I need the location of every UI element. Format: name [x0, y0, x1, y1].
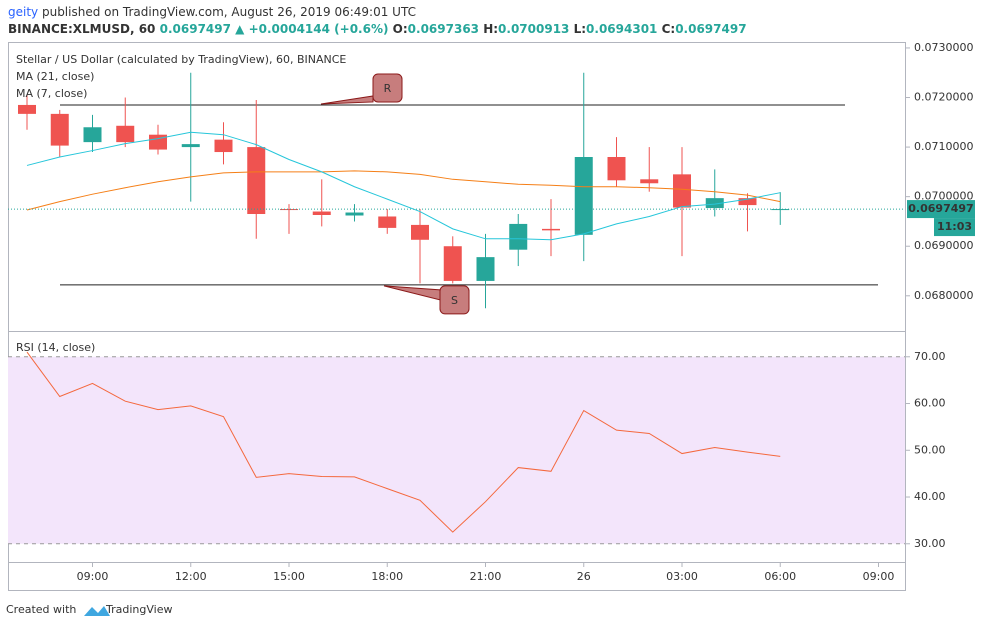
x-tick-label: 09:00: [77, 570, 109, 583]
h-label: H:: [483, 22, 498, 36]
y-tick-label: 0.0700000: [914, 190, 974, 203]
last: 0.0697497: [160, 22, 231, 36]
candle-body: [345, 212, 364, 216]
author: geity: [8, 5, 38, 19]
y-tick-label: 0.0690000: [914, 239, 974, 252]
c-value: 0.0697497: [675, 22, 746, 36]
y-tick-label: 60.00: [914, 397, 946, 410]
y-tick-label: 70.00: [914, 350, 946, 363]
legend-ma7: MA (7, close): [16, 87, 87, 100]
y-tick-label: 0.0710000: [914, 140, 974, 153]
brand: TradingView: [105, 603, 172, 616]
candle-body: [443, 246, 462, 281]
y-tick-label: 0.0680000: [914, 289, 974, 302]
callout-label: R: [384, 82, 392, 95]
y-tick-label: 30.00: [914, 537, 946, 550]
candle-body: [312, 211, 331, 215]
x-tick-label: 03:00: [666, 570, 698, 583]
callout-box: [439, 285, 470, 315]
candle-body: [542, 228, 560, 231]
candle-body: [705, 198, 724, 209]
y-tick-label: 0.0730000: [914, 41, 974, 54]
x-tick-label: 21:00: [470, 570, 502, 583]
candle-body: [574, 157, 593, 235]
candle-body: [214, 139, 233, 153]
x-tick-label: 06:00: [764, 570, 796, 583]
candle-body: [149, 134, 167, 150]
x-tick-label: 26: [577, 570, 591, 583]
candle-body: [738, 198, 757, 206]
x-tick-label: 09:00: [863, 570, 895, 583]
ma-line: [26, 131, 781, 241]
main-title: Stellar / US Dollar (calculated by Tradi…: [16, 53, 346, 66]
candle-body: [18, 104, 36, 114]
candle-body: [411, 224, 429, 240]
publish-line: geity published on TradingView.com, Augu…: [8, 5, 416, 19]
x-tick-label: 12:00: [175, 570, 207, 583]
candle-body: [673, 174, 691, 208]
last-price-box: [907, 200, 975, 219]
published: published on TradingView.com, August 26,…: [42, 5, 416, 19]
last-price-label: 0.0697497: [908, 202, 973, 215]
candle-body: [640, 179, 659, 184]
ma-line: [26, 170, 781, 211]
c-label: C:: [662, 22, 676, 36]
h-value: 0.0700913: [498, 22, 569, 36]
y-tick-label: 0.0720000: [914, 91, 974, 104]
callout-box: [372, 73, 403, 103]
created-with: Created with: [6, 603, 76, 616]
countdown-label: 11:03: [937, 220, 972, 233]
change: ▲ +0.0004144 (+0.6%): [235, 22, 388, 36]
candle-body: [50, 113, 69, 146]
callout: [383, 285, 441, 301]
candle-body: [280, 209, 298, 211]
o-value: 0.0697363: [408, 22, 479, 36]
countdown-box: [934, 218, 975, 237]
x-tick-label: 18:00: [371, 570, 403, 583]
rsi-title: RSI (14, close): [16, 341, 95, 354]
candle-body: [378, 216, 397, 228]
rsi-line: [26, 351, 781, 533]
callout-label: S: [451, 294, 458, 307]
rsi-band: [8, 356, 905, 544]
candle-body: [116, 125, 135, 143]
candle-body: [83, 127, 102, 143]
l-value: 0.0694301: [586, 22, 657, 36]
y-tick-label: 40.00: [914, 490, 946, 503]
x-tick-label: 15:00: [273, 570, 305, 583]
callout: [320, 95, 374, 105]
candle-body: [476, 257, 495, 281]
candle-body: [509, 223, 528, 250]
candle-body: [607, 157, 626, 181]
y-tick-label: 50.00: [914, 443, 946, 456]
o-label: O:: [393, 22, 408, 36]
candle-body: [181, 144, 200, 148]
symbol: BINANCE:XLMUSD, 60: [8, 22, 155, 36]
symbol-line: BINANCE:XLMUSD, 60 0.0697497 ▲ +0.000414…: [8, 22, 747, 36]
l-label: L:: [574, 22, 586, 36]
legend-ma21: MA (21, close): [16, 70, 94, 83]
candle-body: [771, 209, 790, 211]
logo: [84, 606, 110, 616]
candle-body: [247, 147, 266, 215]
